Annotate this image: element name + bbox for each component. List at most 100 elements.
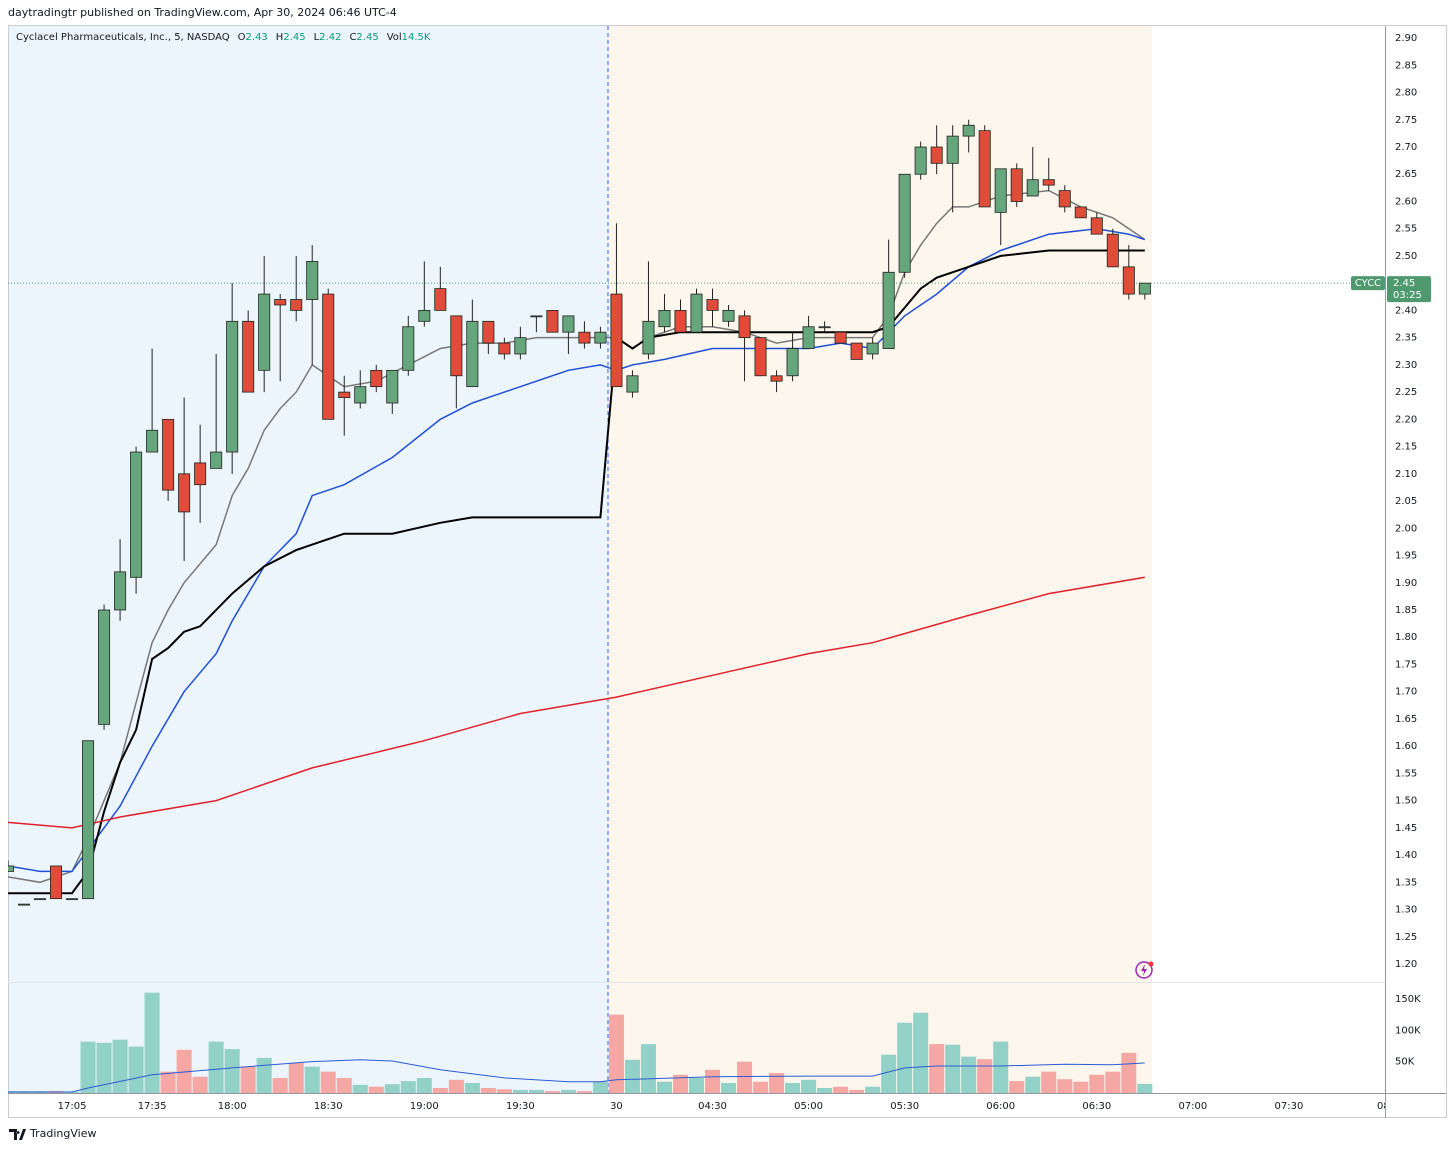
footer-logo: TradingView <box>9 1127 96 1140</box>
y-tick-label: 2.20 <box>1395 414 1417 425</box>
legend-key: Vol <box>387 32 402 43</box>
volume-bar <box>1121 1052 1137 1093</box>
candle-body <box>514 337 527 355</box>
y-tick-label: 1.95 <box>1395 551 1417 562</box>
candle-body <box>722 310 735 322</box>
volume-bar <box>144 992 160 1093</box>
y-tick-label: 2.70 <box>1395 142 1417 153</box>
y-tick-label: 2.55 <box>1395 224 1417 235</box>
x-tick-label: 06:00 <box>986 1101 1015 1112</box>
volume-bar <box>224 1049 240 1093</box>
y-tick-label: 1.85 <box>1395 605 1417 616</box>
volume-bar <box>961 1056 977 1093</box>
candle-body <box>642 320 655 355</box>
candle-body <box>146 429 159 453</box>
ticker-tag <box>1351 276 1385 291</box>
volume-bar <box>833 1086 849 1093</box>
y-tick-label: 1.65 <box>1395 714 1417 725</box>
y-tick-label: 1.60 <box>1395 741 1417 752</box>
candle-body <box>338 391 351 398</box>
candle-body <box>274 299 287 306</box>
price-pane <box>8 119 1385 906</box>
candle-body <box>898 173 911 273</box>
volume-bar <box>624 1059 640 1093</box>
alert-icon <box>1135 961 1154 979</box>
candle-body <box>610 293 623 388</box>
y-tick-label: 2.35 <box>1395 333 1417 344</box>
y-tick-label: 1.50 <box>1395 796 1417 807</box>
volume-bar <box>480 1087 496 1093</box>
y-tick-label: 1.90 <box>1395 578 1417 589</box>
x-tick-label: 05:00 <box>794 1101 823 1112</box>
y-tick-label: 1.20 <box>1395 959 1417 970</box>
volume-bar <box>336 1077 352 1093</box>
ticker-label: CYCC <box>1355 278 1381 289</box>
last-price-label: 2.45 <box>1393 278 1415 289</box>
candle-body <box>258 293 271 371</box>
candle-body <box>1122 266 1135 295</box>
volume-bar <box>721 1082 737 1093</box>
candle-body <box>738 315 751 339</box>
volume-bar <box>96 1042 112 1093</box>
volume-bar <box>688 1077 705 1093</box>
candle-body <box>1090 217 1103 235</box>
y-tick-label: 2.25 <box>1395 387 1417 398</box>
legend-key: C <box>349 32 356 43</box>
volume-bar <box>384 1084 400 1093</box>
volume-bar <box>993 1041 1009 1093</box>
candle-body <box>66 898 79 901</box>
volume-bar <box>1073 1081 1089 1093</box>
volume-bar <box>544 1091 560 1093</box>
candle-body <box>626 375 639 393</box>
candle-body <box>418 310 431 322</box>
legend-value: 2.43 <box>246 32 268 43</box>
x-ticks: 17:05 17:35 18:00 18:30 19:00 19:30 30 04:30 05:… <box>58 1101 1385 1112</box>
x-tick-label: 04:30 <box>698 1101 727 1112</box>
volume-bar <box>1105 1071 1121 1093</box>
volume-bar <box>560 1089 576 1093</box>
candle-body <box>178 473 191 513</box>
volume-pane <box>8 992 1153 1093</box>
candle-body <box>482 320 495 344</box>
x-tick-label: 06:30 <box>1082 1101 1111 1112</box>
y-tick-label: 2.10 <box>1395 469 1417 480</box>
x-tick-label: 18:00 <box>218 1101 247 1112</box>
candle-body <box>290 299 303 311</box>
volume-bar <box>977 1059 993 1093</box>
volume-tick-label: 100K <box>1395 1025 1421 1036</box>
volume-bar <box>1025 1076 1041 1093</box>
y-tick-label: 1.35 <box>1395 877 1417 888</box>
volume-bar <box>464 1082 480 1093</box>
volume-bar <box>160 1071 176 1093</box>
candle-body <box>50 865 63 900</box>
candle-body <box>194 462 207 486</box>
candle-body <box>978 130 991 208</box>
volume-bar <box>1009 1081 1025 1093</box>
volume-bar <box>320 1071 336 1093</box>
y-tick-label: 2.75 <box>1395 115 1417 126</box>
volume-bar <box>400 1081 416 1093</box>
legend-symbol: Cyclacel Pharmaceuticals, Inc., 5, NASDA… <box>16 32 230 43</box>
legend-key: O <box>238 32 246 43</box>
candle-body <box>306 260 319 300</box>
volume-bar <box>256 1057 272 1093</box>
volume-bar <box>817 1087 833 1093</box>
volume-bar <box>801 1079 817 1093</box>
volume-bar <box>432 1087 448 1093</box>
candle-body <box>530 315 543 318</box>
candle-body <box>818 326 831 329</box>
volume-bar <box>288 1062 304 1093</box>
candle-body <box>882 271 895 349</box>
x-tick-label: 17:05 <box>58 1101 87 1112</box>
candle-body <box>546 310 559 333</box>
y-tick-label: 2.85 <box>1395 60 1417 71</box>
x-tick-label: 30 <box>610 1101 623 1112</box>
y-tick-label: 1.30 <box>1395 905 1417 916</box>
candle-body <box>226 320 239 453</box>
candle-body <box>754 337 767 377</box>
volume-bar <box>865 1086 881 1093</box>
volume-bar <box>769 1072 785 1093</box>
y-tick-label: 1.40 <box>1395 850 1417 861</box>
y-tick-label: 1.55 <box>1395 768 1417 779</box>
